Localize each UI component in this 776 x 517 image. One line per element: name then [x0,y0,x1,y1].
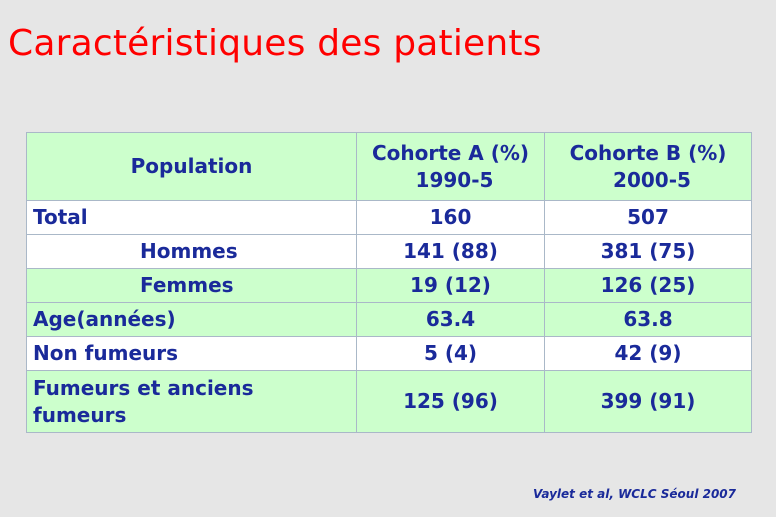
header-cohort-b: Cohorte B (%) 2000-5 [544,132,752,201]
cohort-a-femmes: 19 (12) [356,268,545,303]
table-header-row: Population Cohorte A (%) 1990-5 Cohorte … [26,132,752,201]
header-population: Population [26,132,357,201]
table-row-age: Age(années) 63.4 63.8 [26,302,752,337]
row-label-total: Total [26,200,357,235]
row-label-fumeurs-line2: fumeurs [33,402,127,427]
cohort-b-femmes: 126 (25) [544,268,752,303]
cohort-b-non-fumeurs: 42 (9) [544,336,752,371]
cohort-b-age: 63.8 [544,302,752,337]
header-cohort-a-period: 1990-5 [415,167,494,192]
cohort-a-total: 160 [356,200,545,235]
header-cohort-b-period: 2000-5 [613,167,691,192]
cohort-b-total: 507 [544,200,752,235]
cohort-b-hommes: 381 (75) [544,234,752,269]
row-label-age: Age(années) [26,302,357,337]
table-row-fumeurs: Fumeurs et anciens fumeurs 125 (96) 399 … [26,370,752,433]
row-label-fumeurs-line1: Fumeurs et anciens [33,375,254,400]
table-row-hommes: Hommes 141 (88) 381 (75) [26,234,752,269]
table-row-non-fumeurs: Non fumeurs 5 (4) 42 (9) [26,336,752,371]
cohort-b-fumeurs: 399 (91) [544,370,752,433]
cohort-a-fumeurs: 125 (96) [356,370,545,433]
row-label-hommes: Hommes [26,234,357,269]
patient-characteristics-table: Population Cohorte A (%) 1990-5 Cohorte … [26,132,752,433]
header-cohort-a-label: Cohorte A (%) [371,140,530,165]
header-cohort-b-label: Cohorte B (%) [569,140,727,165]
row-label-femmes: Femmes [26,268,357,303]
header-cohort-a: Cohorte A (%) 1990-5 [356,132,545,201]
citation: Vaylet et al, WCLC Séoul 2007 [533,487,737,501]
cohort-a-age: 63.4 [356,302,545,337]
cohort-a-non-fumeurs: 5 (4) [356,336,545,371]
row-label-fumeurs: Fumeurs et anciens fumeurs [26,370,357,433]
row-label-non-fumeurs: Non fumeurs [26,336,357,371]
table-row-total: Total 160 507 [26,200,752,235]
table-row-femmes: Femmes 19 (12) 126 (25) [26,268,752,303]
slide-title: Caractéristiques des patients [8,23,542,64]
cohort-a-hommes: 141 (88) [356,234,545,269]
